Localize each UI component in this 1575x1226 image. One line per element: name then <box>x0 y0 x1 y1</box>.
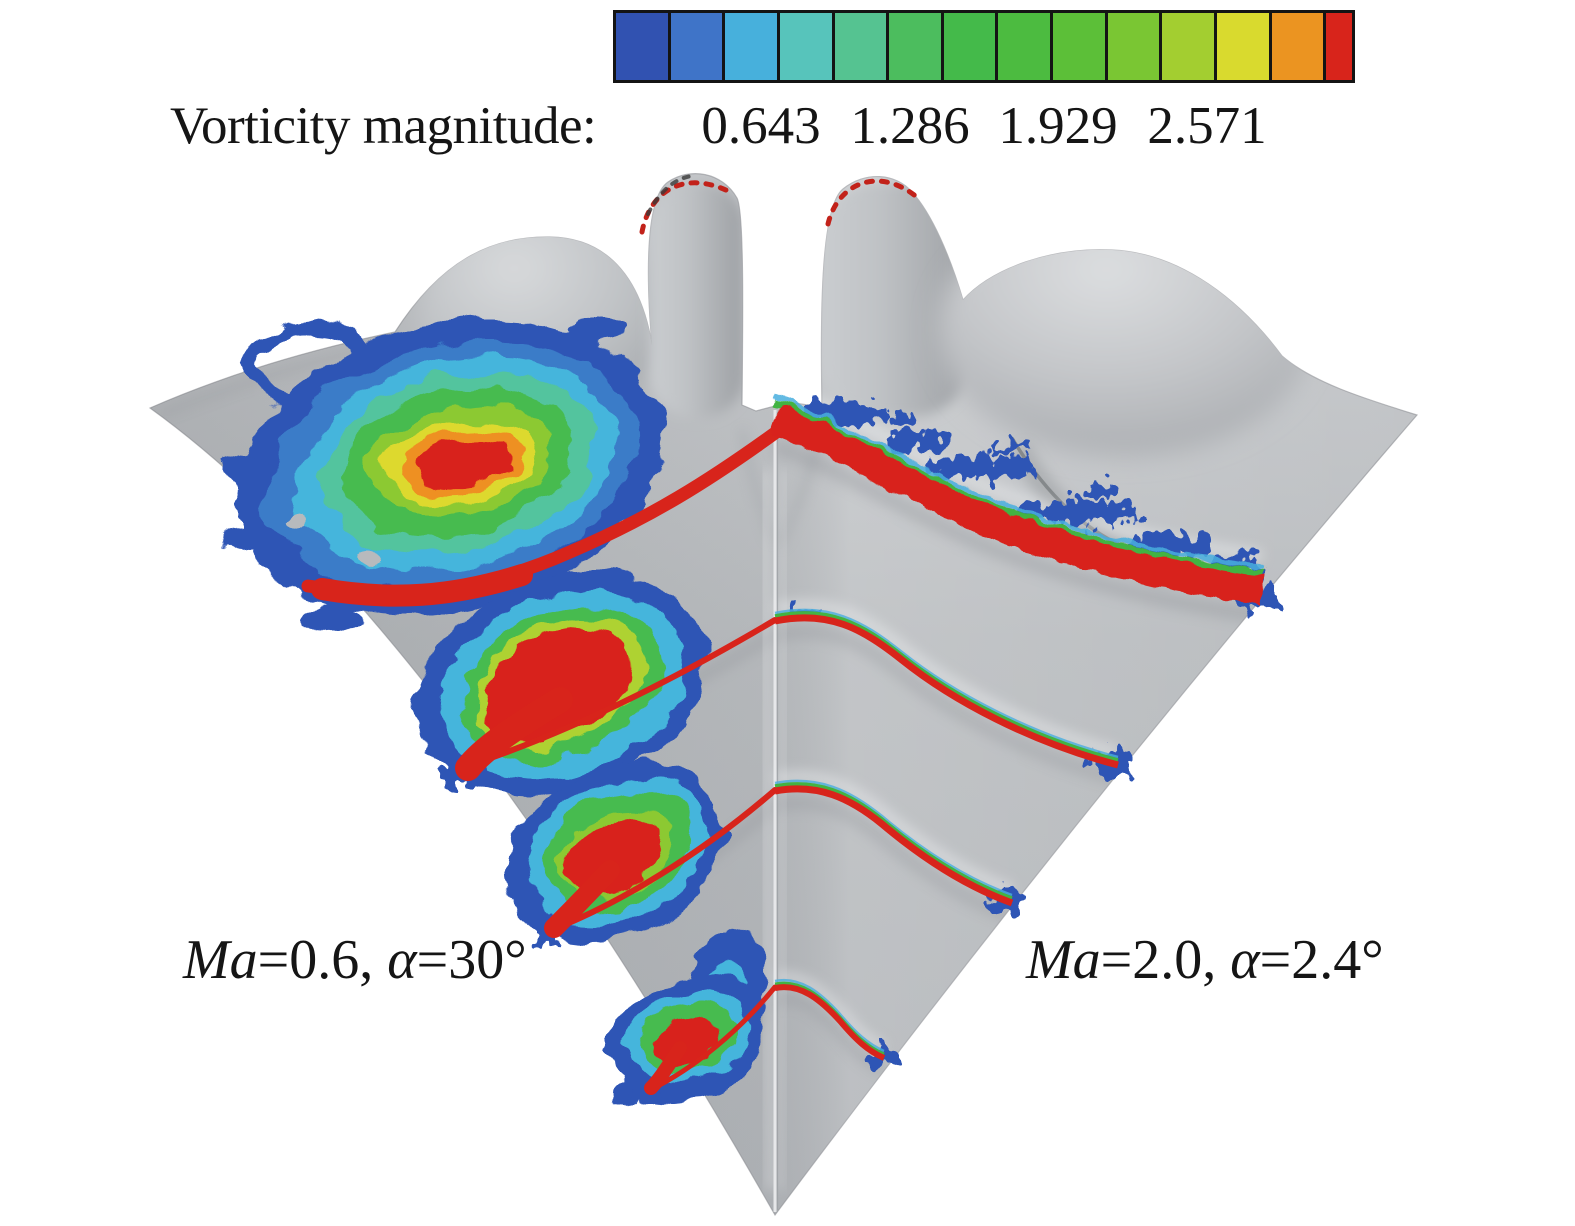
mach-value: =2.0, <box>1100 929 1231 991</box>
station-strips-left <box>308 433 775 1102</box>
mach-symbol: Ma <box>183 929 258 991</box>
colorbar-segment <box>1271 13 1327 80</box>
symmetry-split-line <box>773 410 779 1212</box>
colorbar-segment <box>1053 13 1108 80</box>
colorbar-segment <box>1107 13 1163 80</box>
left-cylinder <box>650 182 744 417</box>
colorbar <box>613 10 1355 83</box>
alpha-value: =30° <box>416 929 527 991</box>
alpha-symbol: α <box>387 929 417 991</box>
colorbar-segment <box>943 13 999 80</box>
vorticity-sheet-3-right <box>775 779 1024 914</box>
vortex-slice-3-left <box>504 763 724 943</box>
cylinder-crown-contours <box>639 174 921 235</box>
colorbar-segment <box>889 13 944 80</box>
case-label-left: Ma=0.6, α=30° <box>183 929 527 992</box>
colorbar-segment <box>725 13 780 80</box>
right-dome <box>937 204 1313 456</box>
mach-symbol: Ma <box>1026 929 1101 991</box>
case-label-right: Ma=2.0, α=2.4° <box>1026 929 1384 992</box>
alpha-value: =2.4° <box>1259 929 1384 991</box>
colorbar-segment <box>834 13 890 80</box>
center-highlight <box>760 469 776 1191</box>
aircraft-body-surface <box>149 173 1418 1216</box>
colorbar-tick: 1.286 <box>850 97 970 155</box>
colorbar-tick: 2.571 <box>1147 97 1267 155</box>
colorbar-tick: 1.929 <box>998 97 1118 155</box>
vorticity-sheet-2-right <box>775 604 1133 776</box>
mach-value: =0.6, <box>257 929 388 991</box>
colorbar-segment <box>1162 13 1217 80</box>
colorbar-segment <box>616 13 671 80</box>
right-cylinder <box>820 182 970 417</box>
colorbar-segment <box>1216 13 1272 80</box>
colorbar-segment <box>670 13 726 80</box>
colorbar-title: Vorticity magnitude: <box>170 97 597 155</box>
alpha-symbol: α <box>1230 929 1260 991</box>
colorbar-segment <box>779 13 835 80</box>
vortex-slice-1-left <box>216 317 665 636</box>
colorbar-segment <box>998 13 1053 80</box>
colorbar-tick: 0.643 <box>701 97 821 155</box>
vortex-slice-4-left <box>608 931 768 1104</box>
center-highlight-2 <box>776 469 789 1191</box>
vorticity-sheet-1-right <box>775 395 1278 612</box>
vorticity-sheet-4-right <box>775 978 898 1069</box>
colorbar-segment <box>1326 13 1352 80</box>
